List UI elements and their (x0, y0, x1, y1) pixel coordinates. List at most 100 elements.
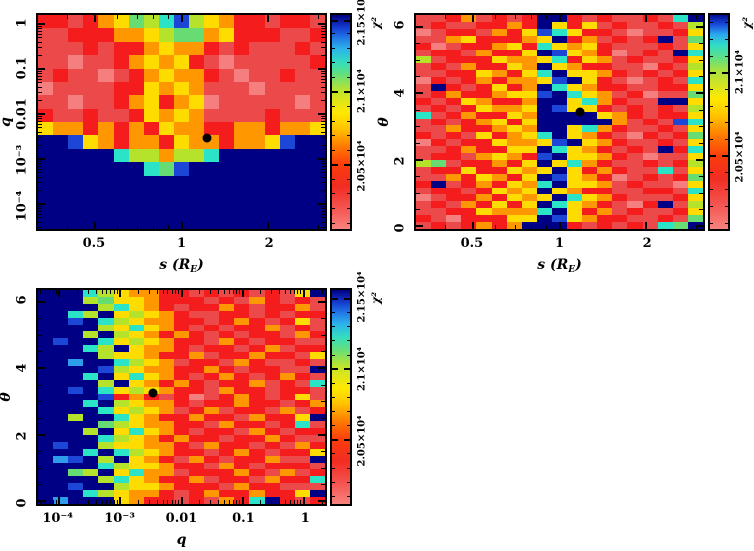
heatmap-cell (204, 162, 220, 176)
heatmap-cell (567, 118, 583, 126)
heatmap-cell (446, 104, 462, 112)
y-axis-minor-tick (416, 76, 420, 78)
heatmap-cell (249, 483, 265, 491)
heatmap-cell (143, 122, 159, 136)
heatmap-cell (189, 15, 205, 29)
heatmap-cell (416, 201, 432, 209)
x-axis-minor-tick (300, 500, 302, 504)
heatmap-cell (476, 180, 492, 188)
heatmap-cell (143, 338, 159, 346)
heatmap-cell (204, 122, 220, 136)
heatmap-cell (234, 324, 250, 332)
x-axis-minor-tick (149, 290, 151, 294)
x-axis-tick (266, 15, 269, 22)
heatmap-cell (53, 352, 69, 360)
heatmap-cell (446, 132, 462, 140)
y-axis-minor-tick (38, 127, 42, 129)
heatmap-cell (204, 393, 220, 401)
colorbar-minor-tick (347, 481, 350, 483)
heatmap-cell (657, 77, 673, 85)
x-tick-label: 2 (642, 236, 652, 251)
heatmap-cell (234, 202, 250, 216)
heatmap-cell (219, 28, 235, 42)
heatmap-cell (582, 215, 598, 223)
heatmap-cell (521, 28, 537, 36)
heatmap-cell (38, 188, 54, 203)
heatmap-cell (446, 84, 462, 91)
y-axis-minor-tick (38, 172, 42, 174)
heatmap-cell (431, 166, 447, 174)
heatmap-cell (173, 41, 190, 56)
heatmap-cell (506, 84, 522, 91)
heatmap-cell (536, 70, 552, 78)
heatmap-cell (219, 15, 235, 29)
heatmap-cell (567, 42, 583, 50)
x-axis-minor-tick (156, 290, 158, 294)
heatmap-cell (279, 476, 295, 484)
heatmap-cell (309, 476, 325, 484)
heatmap-cell (113, 162, 129, 176)
heatmap-cell (143, 310, 159, 318)
heatmap-cell (446, 35, 462, 43)
heatmap-cell (294, 317, 310, 325)
x-axis-minor-tick (138, 500, 140, 504)
heatmap-cell (38, 497, 54, 504)
heatmap-cell (416, 15, 432, 22)
heatmap-cell (173, 15, 190, 29)
heatmap-cell (158, 95, 174, 109)
heatmap-cell (657, 104, 673, 112)
x-axis-tick (94, 222, 97, 229)
heatmap-cell (627, 28, 643, 36)
y-axis-minor-tick (38, 168, 42, 170)
heatmap-cell (567, 125, 583, 133)
heatmap-cell (551, 42, 568, 50)
heatmap-cell (173, 122, 190, 136)
heatmap-cell (83, 345, 99, 353)
heatmap-cell (294, 434, 310, 442)
colorbar-minor-tick (332, 481, 335, 483)
heatmap-cell (234, 400, 250, 408)
colorbar-minor-tick (347, 495, 350, 497)
heatmap-cell (189, 324, 205, 332)
heatmap-cell (189, 469, 205, 477)
heatmap-cell (38, 215, 54, 229)
heatmap-cell (68, 365, 84, 373)
heatmap-cell (113, 407, 129, 415)
heatmap-cell (143, 324, 159, 332)
heatmap-cell (551, 201, 568, 209)
heatmap-cell (38, 448, 54, 456)
heatmap-cell (249, 188, 265, 203)
heatmap-cell (249, 331, 265, 339)
heatmap-cell (597, 21, 613, 29)
heatmap-cell (476, 208, 492, 216)
heatmap-cell (309, 41, 325, 56)
heatmap-cell (521, 194, 537, 202)
heatmap-cell (68, 428, 84, 435)
heatmap-cell (98, 352, 114, 360)
heatmap-cell (582, 146, 598, 154)
x-tick-label: 0.01 (165, 511, 198, 526)
heatmap-cell (264, 359, 280, 366)
colorbar-tick (332, 91, 338, 94)
heatmap-cell (158, 290, 174, 297)
heatmap-cell (309, 352, 325, 360)
heatmap-cell (189, 372, 205, 380)
heatmap-cell (219, 331, 235, 339)
heatmap-cell (189, 95, 205, 109)
heatmap-cell (53, 68, 69, 82)
y-axis-title: θ (376, 117, 392, 127)
heatmap-cell (657, 222, 673, 229)
heatmap-cell (249, 379, 265, 387)
heatmap-cell (83, 81, 99, 96)
heatmap-cell (128, 95, 144, 109)
heatmap-cell (204, 202, 220, 216)
heatmap-cell (521, 104, 537, 112)
y-axis-minor-tick (321, 451, 325, 452)
x-axis-tick (558, 222, 561, 229)
heatmap-cell (249, 428, 265, 435)
heatmap-cell (687, 139, 703, 147)
heatmap-cell (431, 15, 447, 22)
heatmap-cell (38, 108, 54, 122)
heatmap-cell (657, 84, 673, 91)
heatmap-cell (98, 296, 114, 304)
